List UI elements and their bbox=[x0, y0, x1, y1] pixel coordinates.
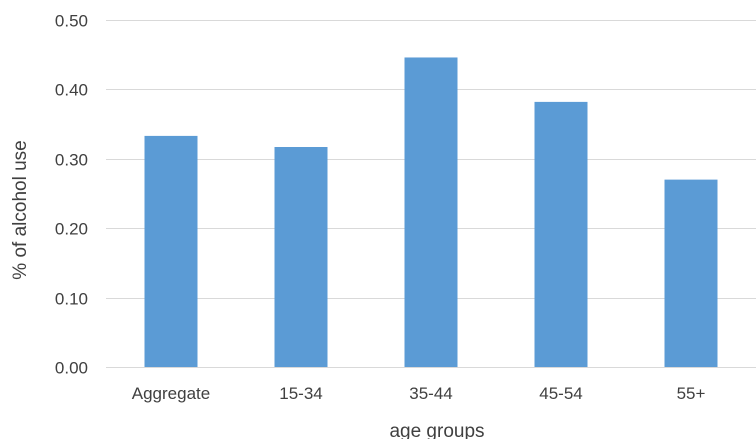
bar-45-54 bbox=[534, 101, 588, 367]
x-tick-label: Aggregate bbox=[132, 384, 210, 403]
y-axis-tick-labels: 0.00 0.10 0.20 0.30 0.40 0.50 bbox=[55, 12, 88, 378]
x-tick-label: 35-44 bbox=[409, 384, 452, 403]
y-tick-label: 0.20 bbox=[55, 220, 88, 239]
y-tick-label: 0.30 bbox=[55, 151, 88, 170]
y-tick-label: 0.40 bbox=[55, 81, 88, 100]
x-tick-label: 55+ bbox=[677, 384, 706, 403]
x-axis-tick-labels: Aggregate 15-34 35-44 45-54 55+ bbox=[132, 384, 706, 403]
y-tick-label: 0.10 bbox=[55, 290, 88, 309]
bar-aggregate bbox=[144, 135, 198, 367]
x-tick-label: 45-54 bbox=[539, 384, 582, 403]
y-tick-label: 0.00 bbox=[55, 359, 88, 378]
y-tick-label: 0.50 bbox=[55, 12, 88, 31]
bar-35-44 bbox=[404, 57, 458, 367]
bars bbox=[144, 57, 718, 367]
y-axis-title: % of alcohol use bbox=[10, 140, 31, 279]
bar-55- bbox=[664, 179, 718, 367]
x-tick-label: 15-34 bbox=[279, 384, 322, 403]
bar-15-34 bbox=[274, 147, 328, 367]
x-axis-title: age groups bbox=[389, 421, 484, 439]
